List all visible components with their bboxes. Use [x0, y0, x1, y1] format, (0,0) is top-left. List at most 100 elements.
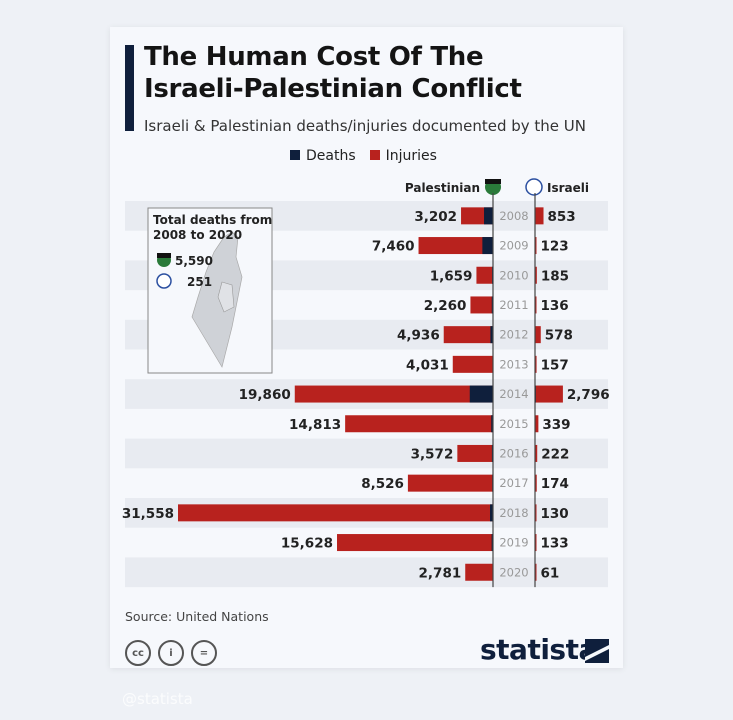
palestinian-injuries-bar [294, 385, 493, 403]
palestinian-value-label: 31,558 [122, 506, 174, 522]
israeli-injuries-bar [535, 326, 541, 344]
palestinian-value-label: 2,260 [424, 298, 467, 314]
israeli-injuries-bar [535, 355, 537, 373]
palestinian-value-label: 4,031 [406, 357, 449, 373]
cc-icon: cc [125, 640, 151, 666]
title-accent-bar [125, 45, 134, 131]
palestinian-deaths-bar [490, 326, 493, 344]
israeli-injuries-bar [535, 415, 539, 433]
israeli-value-label: 578 [545, 328, 573, 344]
israeli-value-label: 174 [541, 476, 569, 492]
palestinian-injuries-bar [443, 326, 493, 344]
palestinian-deaths-bar [491, 534, 493, 552]
year-label: 2009 [499, 239, 528, 253]
title-line-1: The Human Cost Of The [144, 42, 484, 72]
title-line-2: Israeli-Palestinian Conflict [144, 74, 522, 104]
row-band [125, 557, 608, 588]
palestinian-injuries-bar [418, 237, 493, 255]
palestinian-value-label: 19,860 [239, 387, 291, 403]
israeli-value-label: 2,796 [567, 387, 610, 403]
year-label: 2008 [499, 209, 528, 223]
map-west-bank [217, 281, 235, 313]
year-label: 2012 [499, 328, 528, 342]
israeli-injuries-bar [535, 563, 537, 581]
israeli-injuries-bar [535, 474, 537, 492]
inset-israeli-total: 251 [187, 275, 212, 289]
inset-palestinian-total: 5,590 [175, 254, 213, 268]
israeli-injuries-bar [535, 207, 544, 225]
palestinian-injuries-bar [457, 444, 493, 462]
palestinian-value-label: 8,526 [361, 476, 404, 492]
palestinian-injuries-bar [407, 474, 493, 492]
year-label: 2018 [499, 506, 528, 520]
palestinian-value-label: 2,781 [419, 565, 462, 581]
palestinian-injuries-bar [452, 355, 493, 373]
year-label: 2020 [499, 565, 528, 579]
palestinian-injuries-bar [470, 296, 493, 314]
palestine-flag-icon [157, 253, 171, 258]
source-note: Source: United Nations [125, 609, 269, 624]
year-label: 2013 [499, 357, 528, 371]
israeli-value-label: 853 [548, 209, 576, 225]
palestinian-value-label: 4,936 [397, 328, 440, 344]
legend-label: Deaths [306, 148, 356, 164]
palestinian-header: Palestinian [405, 181, 480, 195]
israeli-injuries-bar [535, 534, 537, 552]
israeli-injuries-bar [535, 444, 538, 462]
year-label: 2011 [499, 298, 528, 312]
palestine-flag-icon [485, 179, 501, 184]
palestinian-deaths-bar [469, 385, 493, 403]
israeli-value-label: 130 [541, 506, 569, 522]
attribution-icon: i [158, 640, 184, 666]
palestinian-injuries-bar [345, 415, 493, 433]
israeli-value-label: 185 [541, 268, 569, 284]
inset-title: 2008 to 2020 [153, 228, 242, 242]
year-label: 2010 [499, 268, 528, 282]
israeli-value-label: 136 [541, 298, 569, 314]
israeli-injuries-bar [535, 296, 537, 314]
israeli-value-label: 339 [542, 417, 570, 433]
israeli-injuries-bar [535, 266, 537, 284]
year-label: 2014 [499, 387, 528, 401]
year-label: 2017 [499, 476, 528, 490]
year-label: 2016 [499, 446, 528, 460]
no-derivatives-icon: = [191, 640, 217, 666]
palestinian-deaths-bar [490, 504, 493, 522]
palestinian-value-label: 7,460 [372, 239, 415, 255]
palestinian-value-label: 15,628 [281, 536, 333, 552]
israeli-value-label: 123 [541, 239, 569, 255]
statista-logo: statista [480, 633, 597, 666]
palestinian-value-label: 1,659 [430, 268, 473, 284]
israeli-injuries-bar [535, 385, 563, 403]
legend-label: Injuries [385, 148, 437, 164]
legend-injuries: Injuries [369, 148, 437, 164]
palestinian-deaths-bar [491, 296, 493, 314]
watermark: @statista [122, 690, 193, 708]
palestinian-injuries-bar [465, 563, 493, 581]
palestinian-value-label: 3,202 [414, 209, 457, 225]
israeli-injuries-bar [535, 237, 537, 255]
legend-deaths: Deaths [290, 148, 356, 164]
license-icons: cc i = [125, 640, 217, 666]
palestinian-injuries-bar [476, 266, 493, 284]
chart-subtitle: Israeli & Palestinian deaths/injuries do… [144, 117, 587, 135]
inset-title: Total deaths from [153, 213, 272, 227]
palestinian-value-label: 3,572 [411, 446, 454, 462]
israel-flag-icon [525, 178, 543, 196]
palestinian-deaths-bar [491, 415, 493, 433]
israel-flag-icon [156, 273, 172, 289]
israeli-value-label: 157 [541, 357, 569, 373]
map-israel [191, 231, 243, 368]
palestinian-injuries-bar [337, 534, 493, 552]
legend: Deaths Injuries [290, 148, 437, 164]
israeli-value-label: 222 [541, 446, 569, 462]
palestinian-injuries-bar [178, 504, 493, 522]
chart-title: The Human Cost Of The Israeli-Palestinian… [144, 41, 522, 105]
infographic-card: The Human Cost Of The Israeli-Palestinian… [110, 27, 623, 668]
year-label: 2019 [499, 536, 528, 550]
israeli-header: Israeli [547, 181, 589, 195]
statista-logo-mark-icon [585, 639, 609, 663]
israeli-value-label: 133 [541, 536, 569, 552]
palestinian-deaths-bar [484, 207, 493, 225]
